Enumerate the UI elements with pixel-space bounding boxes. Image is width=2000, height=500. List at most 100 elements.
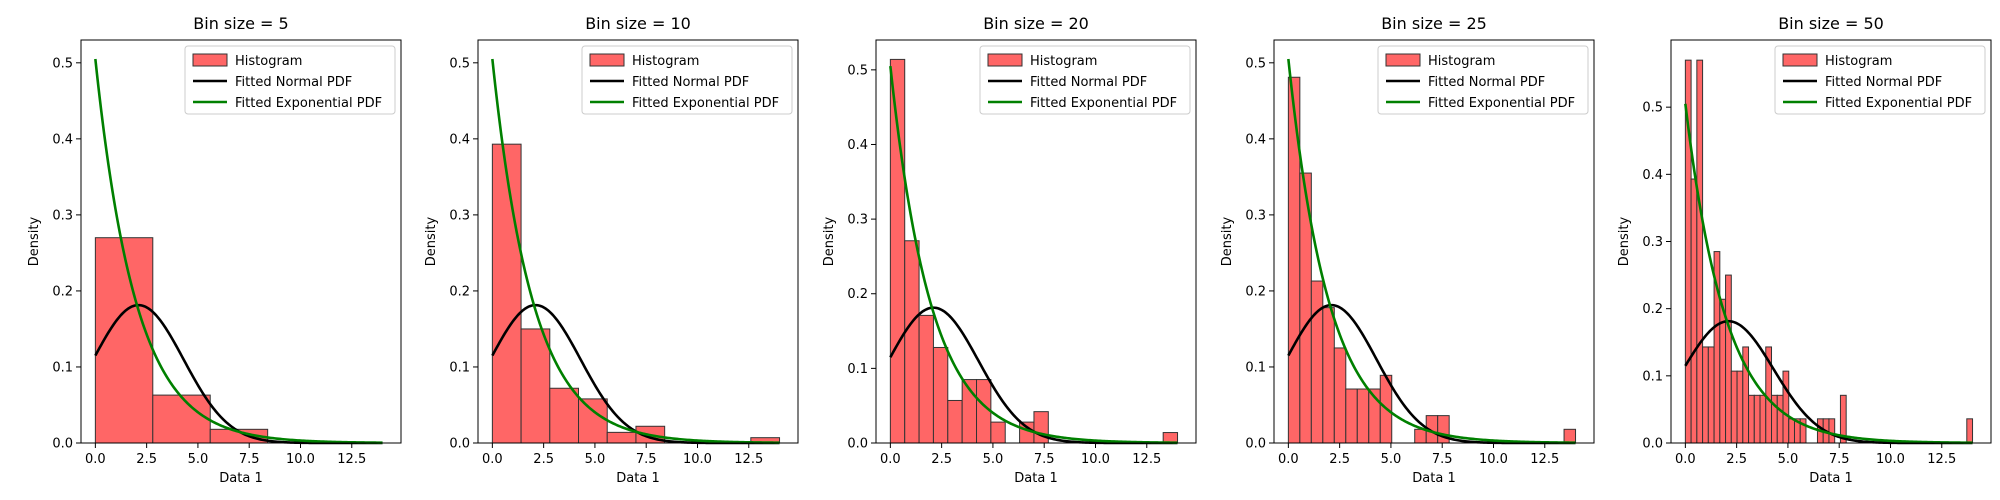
- subplot-title: Bin size = 25: [1381, 14, 1487, 33]
- y-tick-label: 0.5: [1245, 56, 1266, 71]
- y-tick-label: 0.4: [847, 138, 868, 153]
- x-tick-label: 0.0: [1675, 452, 1696, 467]
- subplot-3: 0.0 2.5 5.0 7.5 10.0 12.5 0.0 0.1 0.2 0.3 0.4 0.5 Bi…: [822, 14, 1197, 486]
- x-axis-label: Data 1: [219, 471, 262, 486]
- legend-frame: [184, 45, 396, 115]
- subplot-5: 0.0 2.5 5.0 7.5 10.0 12.5 0.0 0.1 0.2 0.3 0.4 0.5 Bi…: [1617, 14, 1992, 486]
- histogram-bar: [1702, 346, 1709, 444]
- y-tick-label: 0.2: [1245, 284, 1266, 299]
- histogram-bar: [606, 431, 637, 444]
- exponential-pdf-line: [1287, 58, 1576, 444]
- legend: Histogram Fitted Normal PDF Fitted Exponen…: [184, 45, 396, 115]
- x-tick-label: 10.0: [1876, 452, 1905, 467]
- y-tick-label: 0.0: [449, 437, 470, 452]
- histogram-bar: [918, 314, 934, 444]
- y-tick-label: 0.3: [449, 208, 470, 223]
- legend: Histogram Fitted Normal PDF Fitted Exponen…: [1377, 45, 1589, 115]
- subplot-4: 0.0 2.5 5.0 7.5 10.0 12.5 0.0 0.1 0.2 0.3 0.4 0.5 Bi…: [1220, 14, 1595, 486]
- x-tick-label: 12.5: [734, 452, 763, 467]
- legend: Histogram Fitted Normal PDF Fitted Exponen…: [1774, 45, 1986, 115]
- x-tick-label: 2.5: [931, 452, 952, 467]
- legend-label-exponential: Fitted Exponential PDF: [1428, 96, 1575, 111]
- legend-frame: [1377, 45, 1589, 115]
- x-tick-label: 7.5: [1432, 452, 1453, 467]
- y-axis-label: Density: [1617, 216, 1632, 266]
- x-tick-label: 12.5: [1132, 452, 1161, 467]
- x-tick-label: 2.5: [136, 452, 157, 467]
- histogram-bar: [1966, 418, 1974, 444]
- y-tick-label: 0.2: [847, 287, 868, 302]
- y-tick-label: 0.0: [1642, 437, 1663, 452]
- y-tick-label: 0.5: [1642, 101, 1663, 116]
- legend-label-histogram: Histogram: [235, 54, 302, 69]
- y-tick-label: 0.5: [847, 63, 868, 78]
- y-tick-label: 0.1: [52, 360, 73, 375]
- axes-frame: [875, 39, 1197, 444]
- y-axis-label: Density: [27, 216, 42, 266]
- x-axis-label: Data 1: [1014, 471, 1057, 486]
- x-tick-label: 7.5: [239, 452, 260, 467]
- legend-label-exponential: Fitted Exponential PDF: [1825, 96, 1972, 111]
- x-tick-label: 0.0: [482, 452, 503, 467]
- subplot-title: Bin size = 10: [585, 14, 691, 33]
- histogram-bar: [1730, 370, 1738, 444]
- x-axis-label: Data 1: [616, 471, 659, 486]
- y-tick-label: 0.0: [1245, 437, 1266, 452]
- histogram-bar: [1725, 274, 1732, 444]
- histogram-bar: [1736, 370, 1744, 444]
- histogram-bar: [1690, 178, 1698, 444]
- x-tick-label: 5.0: [1778, 452, 1799, 467]
- y-tick-label: 0.4: [1642, 168, 1663, 183]
- legend-label-normal: Fitted Normal PDF: [1428, 75, 1545, 90]
- y-tick-label: 0.1: [1245, 360, 1266, 375]
- y-tick-label: 0.5: [52, 56, 73, 71]
- legend-label-normal: Fitted Normal PDF: [1030, 75, 1147, 90]
- histogram-bar: [520, 328, 551, 444]
- histogram-bar: [1782, 370, 1790, 444]
- histogram-bar: [947, 399, 963, 444]
- x-tick-label: 2.5: [533, 452, 554, 467]
- legend: Histogram Fitted Normal PDF Fitted Exponen…: [581, 45, 793, 115]
- histogram-bar: [1345, 388, 1358, 444]
- y-tick-label: 0.3: [52, 208, 73, 223]
- y-tick-label: 0.0: [52, 437, 73, 452]
- legend-frame: [581, 45, 793, 115]
- x-tick-label: 0.0: [85, 452, 106, 467]
- histogram-bar: [1310, 280, 1324, 444]
- x-tick-label: 10.0: [683, 452, 712, 467]
- histogram-bar: [1356, 388, 1370, 444]
- axes-frame: [477, 39, 799, 444]
- histogram-bar: [1322, 307, 1335, 444]
- legend: Histogram Fitted Normal PDF Fitted Exponen…: [979, 45, 1191, 115]
- histogram-bar: [152, 394, 211, 444]
- y-tick-label: 0.4: [449, 132, 470, 147]
- x-tick-label: 10.0: [1479, 452, 1508, 467]
- y-tick-label: 0.3: [1642, 235, 1663, 250]
- histogram-bar: [990, 421, 1006, 444]
- legend-frame: [1774, 45, 1986, 115]
- y-tick-label: 0.5: [449, 56, 470, 71]
- y-tick-label: 0.2: [52, 284, 73, 299]
- histogram-bar: [976, 379, 992, 444]
- y-tick-label: 0.4: [1245, 132, 1266, 147]
- legend-label-histogram: Histogram: [1825, 54, 1892, 69]
- legend-histogram-swatch: [1385, 53, 1421, 67]
- histogram-bar: [1753, 394, 1761, 444]
- histogram-bar: [932, 346, 949, 444]
- histogram-bar: [904, 240, 920, 444]
- x-tick-label: 12.5: [337, 452, 366, 467]
- subplot-title: Bin size = 50: [1778, 14, 1884, 33]
- histogram-bar: [578, 398, 608, 444]
- x-tick-label: 5.0: [983, 452, 1004, 467]
- histogram-bar: [549, 387, 580, 444]
- x-tick-label: 12.5: [1530, 452, 1559, 467]
- x-tick-label: 5.0: [585, 452, 606, 467]
- legend-label-histogram: Histogram: [632, 54, 699, 69]
- y-axis-label: Density: [1220, 216, 1235, 266]
- y-tick-label: 0.2: [449, 284, 470, 299]
- exponential-pdf-line: [94, 58, 383, 444]
- y-tick-label: 0.1: [847, 362, 868, 377]
- legend-label-exponential: Fitted Exponential PDF: [632, 96, 779, 111]
- y-tick-label: 0.3: [1245, 208, 1266, 223]
- histogram-bar: [1707, 346, 1715, 444]
